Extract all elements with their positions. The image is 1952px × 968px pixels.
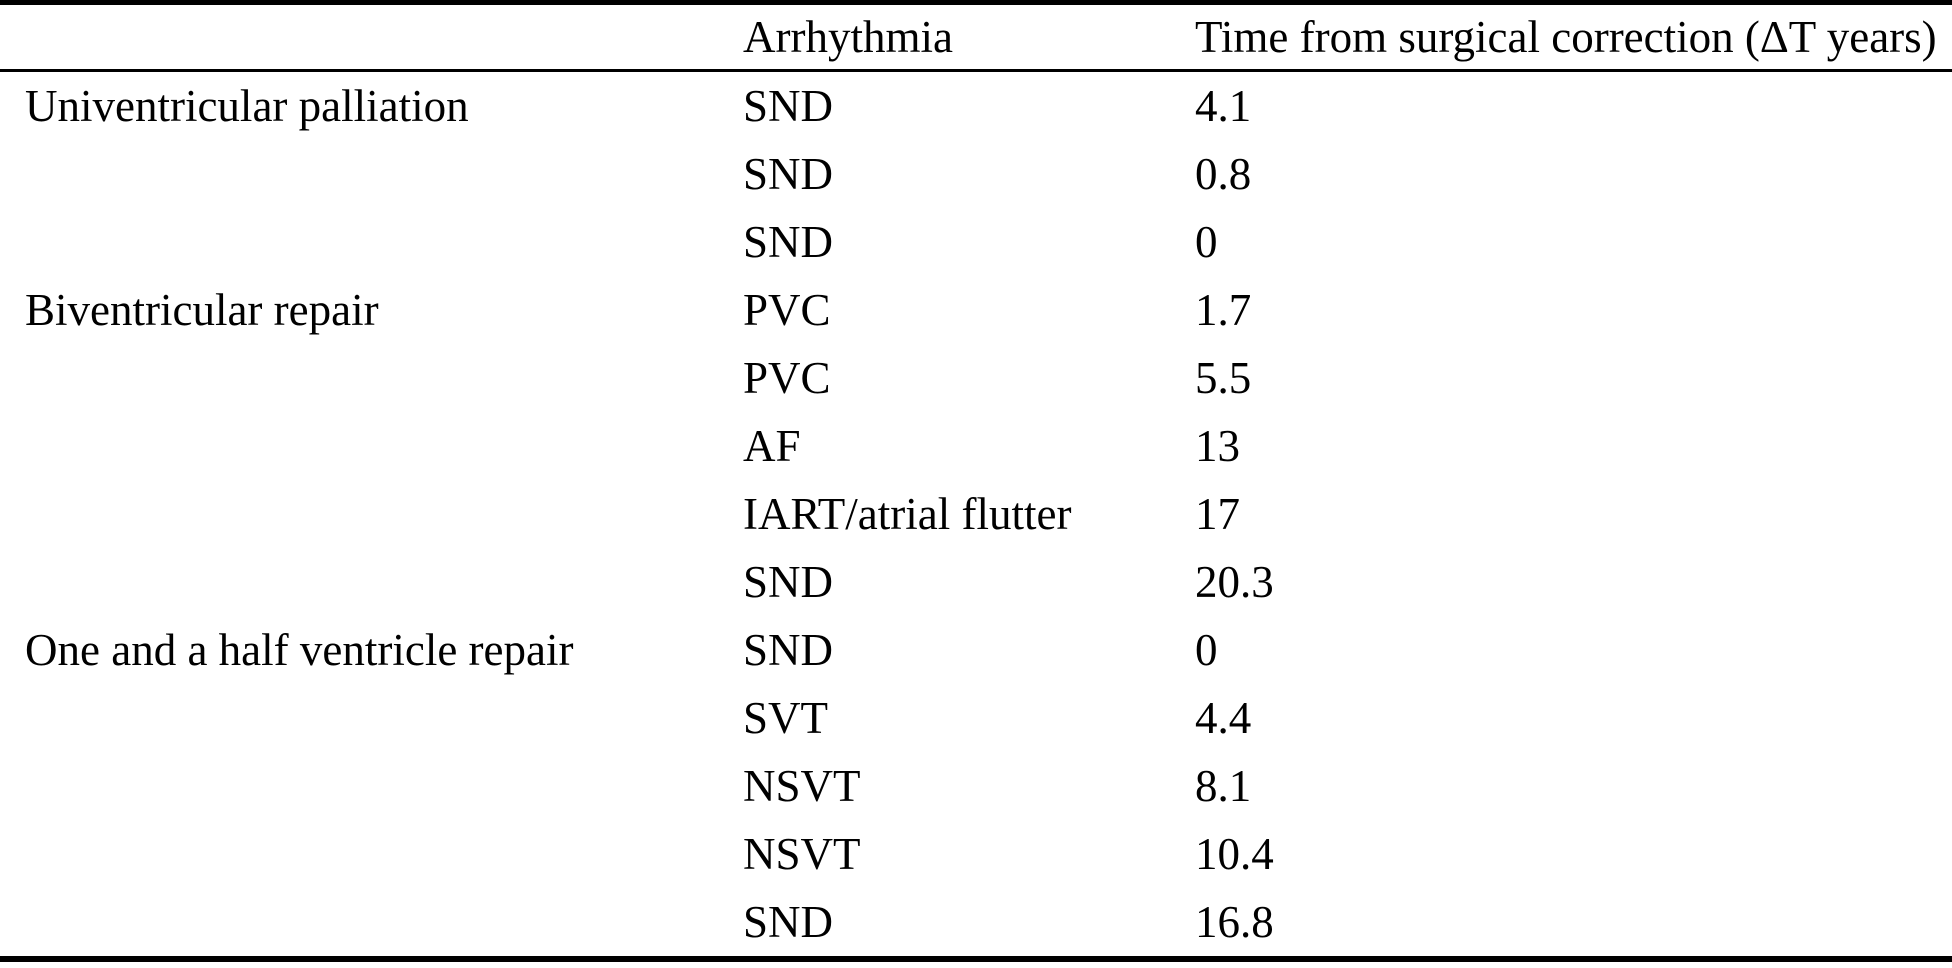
arrhythmia-cell: SND <box>743 148 834 199</box>
arrhythmia-cell: PVC <box>743 352 831 403</box>
group-cell <box>0 480 743 548</box>
arrhythmia-cell: SND <box>743 80 834 131</box>
time-cell: 16.8 <box>1195 896 1274 947</box>
table-row: One and a half ventricle repair SND 0 <box>0 616 1952 684</box>
group-cell: Biventricular repair <box>25 284 379 335</box>
group-cell <box>0 344 743 412</box>
group-cell <box>0 548 743 616</box>
table-row: Univentricular palliation SND 4.1 <box>0 71 1952 141</box>
table-row: PVC 5.5 <box>0 344 1952 412</box>
time-cell: 4.4 <box>1195 692 1252 743</box>
group-cell <box>0 888 743 959</box>
header-col-arrhythmia: Arrhythmia <box>743 2 1195 72</box>
time-cell: 0 <box>1195 216 1218 267</box>
group-cell <box>0 412 743 480</box>
arrhythmia-cell: NSVT <box>743 760 861 811</box>
arrhythmia-cell: SND <box>743 896 834 947</box>
time-cell: 4.1 <box>1195 80 1252 131</box>
arrhythmia-cell: SND <box>743 216 834 267</box>
arrhythmia-cell: AF <box>743 420 801 471</box>
table-row: IART/atrial flutter 17 <box>0 480 1952 548</box>
table-row: SND 0.8 <box>0 140 1952 208</box>
table-row: NSVT 10.4 <box>0 820 1952 888</box>
table-row: Biventricular repair PVC 1.7 <box>0 276 1952 344</box>
arrhythmia-cell: PVC <box>743 284 831 335</box>
arrhythmia-cell: SND <box>743 556 834 607</box>
group-cell: Univentricular palliation <box>25 80 469 131</box>
group-cell <box>0 684 743 752</box>
arrhythmia-cell: IART/atrial flutter <box>743 488 1072 539</box>
arrhythmia-cell: SVT <box>743 692 829 743</box>
time-cell: 5.5 <box>1195 352 1252 403</box>
time-cell: 1.7 <box>1195 284 1252 335</box>
time-cell: 13 <box>1195 420 1240 471</box>
table-row: AF 13 <box>0 412 1952 480</box>
table-row: SND 0 <box>0 208 1952 276</box>
header-col-time: Time from surgical correction (ΔT years) <box>1195 2 1952 72</box>
time-cell: 0 <box>1195 624 1218 675</box>
time-cell: 8.1 <box>1195 760 1252 811</box>
table-row: NSVT 8.1 <box>0 752 1952 820</box>
table-header: Arrhythmia Time from surgical correction… <box>0 2 1952 72</box>
arrhythmia-cell: NSVT <box>743 828 861 879</box>
group-cell <box>0 208 743 276</box>
time-cell: 17 <box>1195 488 1240 539</box>
table-row: SND 16.8 <box>0 888 1952 959</box>
group-cell <box>0 752 743 820</box>
table-row: SVT 4.4 <box>0 684 1952 752</box>
header-col-group <box>0 2 743 72</box>
time-cell: 0.8 <box>1195 148 1252 199</box>
table-body: Univentricular palliation SND 4.1 SND 0.… <box>0 71 1952 960</box>
time-cell: 20.3 <box>1195 556 1274 607</box>
group-cell <box>0 140 743 208</box>
table-row: SND 20.3 <box>0 548 1952 616</box>
time-cell: 10.4 <box>1195 828 1274 879</box>
group-cell <box>0 820 743 888</box>
arrhythmia-cell: SND <box>743 624 834 675</box>
group-cell: One and a half ventricle repair <box>25 624 574 675</box>
table-header-row: Arrhythmia Time from surgical correction… <box>0 2 1952 72</box>
